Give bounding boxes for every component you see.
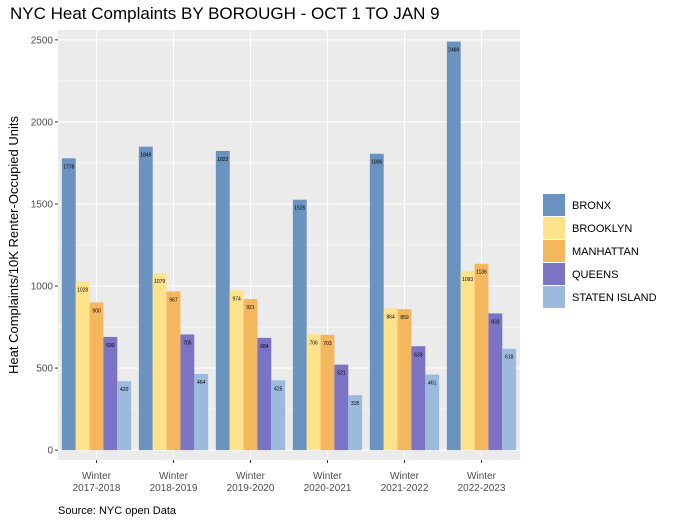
bar-value-label: 618 (505, 355, 514, 361)
x-tick-label: 2018-2019 (150, 483, 198, 494)
bar (488, 313, 503, 451)
bar-value-label: 633 (414, 352, 423, 358)
y-tick-label: 500 (36, 364, 53, 375)
bar-value-label: 1823 (217, 157, 228, 163)
bar-value-label: 900 (92, 308, 101, 314)
bar-value-label: 967 (169, 297, 178, 303)
bar (229, 290, 244, 451)
y-axis-title: Heat Complaints/10K Renter-Occupied Unit… (6, 116, 21, 374)
bar-value-label: 464 (197, 380, 206, 386)
bar (474, 263, 489, 451)
chart-caption: Source: NYC open Data (58, 505, 177, 517)
bar (138, 146, 153, 451)
x-tick-label: Winter (313, 471, 343, 482)
x-axis: Winter2017-2018Winter2018-2019Winter2019… (73, 460, 506, 494)
bar (425, 374, 440, 451)
bar-value-label: 1079 (154, 279, 165, 285)
bar (320, 334, 335, 451)
bar (103, 336, 118, 451)
bar-value-label: 521 (337, 371, 346, 377)
bar (180, 334, 195, 451)
bar-value-label: 706 (309, 340, 318, 346)
x-tick-label: 2019-2020 (227, 483, 275, 494)
legend-key (543, 240, 565, 262)
bar-value-label: 690 (106, 343, 115, 349)
bar-value-label: 684 (260, 344, 269, 350)
legend-label: STATEN ISLAND (572, 292, 657, 304)
bar (215, 150, 230, 451)
x-tick-label: 2022-2023 (458, 483, 506, 494)
x-tick-label: Winter (236, 471, 266, 482)
bar (271, 380, 286, 451)
bar-value-label: 859 (400, 315, 409, 321)
bar (348, 395, 363, 451)
bar-value-label: 921 (246, 305, 255, 311)
bar (397, 309, 412, 451)
bar (257, 337, 272, 451)
bar-value-label: 2489 (448, 48, 459, 54)
bar-value-label: 1849 (140, 153, 151, 159)
bars (61, 41, 517, 451)
legend-label: BRONX (572, 200, 612, 212)
bar-value-label: 425 (274, 386, 283, 392)
bar (75, 281, 90, 451)
legend-key (543, 217, 565, 239)
x-tick-label: 2021-2022 (381, 483, 429, 494)
bar (194, 374, 209, 451)
legend-key (543, 263, 565, 285)
bar (292, 199, 307, 451)
bar-value-label: 1778 (63, 164, 74, 170)
y-tick-label: 1000 (31, 282, 54, 293)
bar-value-label: 1526 (294, 206, 305, 212)
bar-value-label: 703 (323, 341, 332, 347)
y-tick-label: 2000 (31, 117, 54, 128)
bar (117, 381, 132, 451)
bar (446, 41, 461, 451)
x-tick-label: 2017-2018 (73, 483, 121, 494)
bar (306, 334, 321, 451)
bar (89, 302, 104, 451)
legend-key (543, 286, 565, 308)
bar (243, 298, 258, 451)
x-tick-label: Winter (159, 471, 189, 482)
y-tick-label: 0 (47, 446, 53, 457)
legend-key (543, 194, 565, 216)
bar-value-label: 1093 (462, 277, 473, 283)
bar (383, 308, 398, 451)
bar-labels: 1778 1028 900 690 420 1849 1079 967 705 464 1823 97… (63, 48, 513, 408)
bar-value-label: 420 (120, 387, 129, 393)
bar (411, 346, 426, 451)
legend-label: BROOKLYN (572, 223, 632, 235)
grid-minor (58, 80, 520, 410)
bar (334, 364, 349, 451)
bar-value-label: 864 (386, 314, 395, 320)
x-tick-label: 2020-2021 (304, 483, 352, 494)
y-tick-label: 1500 (31, 199, 54, 210)
bar-value-label: 705 (183, 340, 192, 346)
bar-value-label: 1136 (476, 270, 487, 276)
y-axis: 0 500 1000 1500 2000 2500 (31, 35, 58, 457)
chart-title: NYC Heat Complaints BY BOROUGH - OCT 1 T… (10, 4, 440, 23)
bar-value-label: 335 (351, 401, 360, 407)
y-tick-label: 2500 (31, 35, 54, 46)
legend: BRONX BROOKLYN MANHATTAN QUEENS STATEN ISLAN… (543, 194, 657, 308)
x-tick-label: Winter (467, 471, 497, 482)
x-tick-label: Winter (390, 471, 420, 482)
bar-value-label: 1028 (77, 287, 88, 293)
bar-value-label: 1806 (371, 160, 382, 166)
bar-value-label: 833 (491, 319, 500, 325)
bar (502, 348, 517, 451)
bar (152, 273, 167, 451)
bar (460, 270, 475, 451)
bar-value-label: 974 (232, 296, 241, 302)
bar-value-label: 461 (428, 380, 437, 386)
bar (61, 158, 76, 451)
legend-label: QUEENS (572, 269, 618, 281)
bar (369, 153, 384, 451)
bar (166, 291, 181, 451)
x-tick-label: Winter (82, 471, 112, 482)
legend-label: MANHATTAN (572, 246, 639, 258)
